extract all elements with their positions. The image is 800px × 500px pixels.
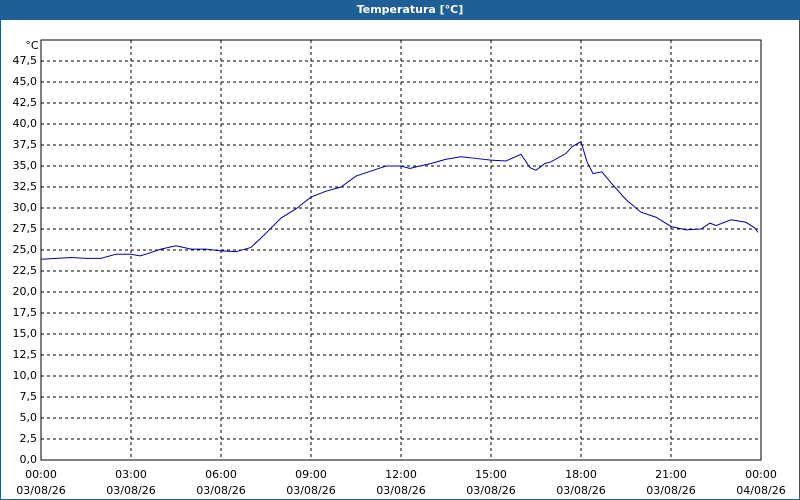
- y-tick-label: 37,5: [13, 138, 38, 151]
- x-tick-date: 03/08/26: [556, 484, 605, 497]
- x-tick-date: 03/08/26: [376, 484, 425, 497]
- y-tick-label: 22,5: [13, 264, 38, 277]
- y-unit: °C: [25, 39, 39, 52]
- y-tick-label: 45,0: [13, 75, 38, 88]
- y-tick-label: 17,5: [13, 306, 38, 319]
- y-tick-label: 47,5: [13, 54, 38, 67]
- x-tick-date: 03/08/26: [106, 484, 155, 497]
- x-tick-date: 04/08/26: [736, 484, 785, 497]
- x-tick-date: 03/08/26: [286, 484, 335, 497]
- title-bar: [0, 0, 800, 20]
- y-tick-label: 0,0: [20, 453, 38, 466]
- chart-title: Temperatura [°C]: [357, 3, 464, 16]
- x-tick-label: 18:00: [565, 468, 597, 481]
- y-tick-label: 27,5: [13, 222, 38, 235]
- y-tick-label: 42,5: [13, 96, 38, 109]
- y-tick-label: 2,5: [20, 432, 38, 445]
- x-tick-label: 03:00: [115, 468, 147, 481]
- y-tick-label: 10,0: [13, 369, 38, 382]
- x-tick-label: 12:00: [385, 468, 417, 481]
- y-tick-label: 20,0: [13, 285, 38, 298]
- x-tick-label: 21:00: [655, 468, 687, 481]
- y-tick-label: 25,0: [13, 243, 38, 256]
- x-tick-label: 06:00: [205, 468, 237, 481]
- y-tick-label: 5,0: [20, 411, 38, 424]
- x-tick-label: 15:00: [475, 468, 507, 481]
- x-tick-label: 00:00: [745, 468, 777, 481]
- x-tick-date: 03/08/26: [16, 484, 65, 497]
- y-tick-label: 15,0: [13, 327, 38, 340]
- x-tick-date: 03/08/26: [466, 484, 515, 497]
- y-tick-label: 30,0: [13, 201, 38, 214]
- data-line: [40, 140, 759, 260]
- x-tick-date: 03/08/26: [196, 484, 245, 497]
- x-tick-date: 03/08/26: [646, 484, 695, 497]
- y-tick-label: 35,0: [13, 159, 38, 172]
- y-tick-label: 32,5: [13, 180, 38, 193]
- y-tick-label: 7,5: [20, 390, 38, 403]
- x-tick-label: 00:00: [25, 468, 57, 481]
- y-tick-label: 40,0: [13, 117, 38, 130]
- x-tick-label: 09:00: [295, 468, 327, 481]
- y-tick-label: 12,5: [13, 348, 38, 361]
